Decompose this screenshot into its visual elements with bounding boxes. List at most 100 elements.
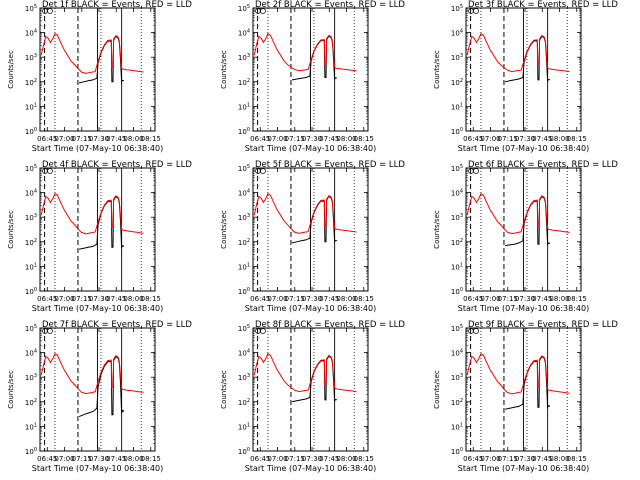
y-tick-label: 105 (451, 4, 463, 13)
top-marker-circle (260, 8, 266, 14)
x-tick-label: 07:30 (302, 295, 322, 303)
x-axis-label: Start Time (07-May-10 06:38:40) (245, 304, 376, 313)
x-tick-label: 07:00 (267, 295, 287, 303)
y-tick-label: 100 (451, 447, 463, 456)
y-axis-label: Counts/sec (433, 50, 441, 89)
y-tick-label: 101 (25, 102, 37, 111)
y-tick-label: 102 (25, 238, 37, 247)
x-tick-label: 07:15 (285, 295, 305, 303)
top-marker-circle (473, 328, 479, 334)
y-tick-label: 101 (451, 102, 463, 111)
x-tick-label: 07:15 (498, 135, 518, 143)
x-tick-label: 07:30 (89, 455, 109, 463)
y-tick-label: 100 (238, 127, 250, 136)
events-series-line (78, 355, 125, 418)
x-tick-label: 07:00 (54, 135, 74, 143)
detector-panel: Det 5f BLACK = Events, RED = LLD Counts/s… (220, 160, 405, 313)
top-marker-circle (473, 168, 479, 174)
y-axis-label: Counts/sec (7, 50, 15, 89)
lld-series-line (253, 193, 357, 234)
x-tick-label: 07:15 (72, 135, 92, 143)
y-tick-label: 103 (25, 213, 37, 222)
y-tick-label: 103 (238, 373, 250, 382)
x-tick-label: 07:30 (302, 455, 322, 463)
x-tick-label: 06:45 (250, 455, 270, 463)
y-tick-label: 105 (238, 324, 250, 333)
events-series-line (505, 195, 551, 247)
x-tick-label: 07:00 (480, 135, 500, 143)
y-tick-label: 103 (451, 373, 463, 382)
y-tick-label: 100 (451, 287, 463, 296)
y-tick-label: 101 (238, 102, 250, 111)
x-axis-label: Start Time (07-May-10 06:38:40) (458, 464, 589, 473)
y-axis-label: Counts/sec (7, 370, 15, 409)
x-tick-label: 06:45 (463, 295, 483, 303)
panel-title: Det 6f BLACK = Events, RED = LLD (468, 160, 618, 170)
x-tick-label: 07:00 (267, 455, 287, 463)
y-tick-label: 104 (25, 349, 37, 358)
y-axis-label: Counts/sec (433, 370, 441, 409)
events-series-line (78, 195, 125, 250)
y-tick-label: 100 (451, 127, 463, 136)
y-tick-label: 105 (238, 164, 250, 173)
detector-panel: Det 7f BLACK = Events, RED = LLD Counts/s… (7, 320, 192, 473)
x-tick-label: 08:15 (354, 455, 374, 463)
lld-series-line (466, 33, 570, 73)
x-tick-label: 06:45 (463, 455, 483, 463)
x-tick-label: 06:45 (250, 295, 270, 303)
lld-series-line (40, 192, 144, 235)
x-tick-label: 06:45 (37, 135, 57, 143)
y-tick-label: 104 (25, 189, 37, 198)
x-tick-label: 07:00 (54, 455, 74, 463)
x-tick-label: 07:45 (532, 455, 552, 463)
x-tick-label: 07:00 (54, 295, 74, 303)
x-axis-label: Start Time (07-May-10 06:38:40) (245, 464, 376, 473)
x-tick-label: 06:45 (250, 135, 270, 143)
panel-title: Det 4f BLACK = Events, RED = LLD (42, 160, 192, 170)
panel-title: Det 1f BLACK = Events, RED = LLD (42, 0, 192, 10)
x-tick-label: 08:15 (567, 455, 587, 463)
x-tick-label: 07:45 (106, 455, 126, 463)
y-axis-label: Counts/sec (220, 370, 228, 409)
x-tick-label: 07:30 (89, 295, 109, 303)
top-marker-circle (260, 168, 266, 174)
x-tick-label: 08:15 (354, 295, 374, 303)
y-tick-label: 103 (25, 53, 37, 62)
y-tick-label: 104 (238, 349, 250, 358)
y-tick-label: 104 (238, 29, 250, 38)
x-tick-label: 07:15 (498, 455, 518, 463)
lld-series-line (253, 353, 357, 393)
x-tick-label: 06:45 (37, 455, 57, 463)
x-tick-label: 07:45 (106, 295, 126, 303)
x-tick-label: 08:00 (336, 135, 356, 143)
y-tick-label: 101 (451, 422, 463, 431)
x-axis-label: Start Time (07-May-10 06:38:40) (32, 464, 163, 473)
x-axis-label: Start Time (07-May-10 06:38:40) (458, 304, 589, 313)
y-tick-label: 104 (25, 29, 37, 38)
x-tick-label: 08:00 (549, 295, 569, 303)
x-tick-label: 08:15 (141, 295, 161, 303)
x-tick-label: 07:45 (532, 135, 552, 143)
y-tick-label: 103 (238, 213, 250, 222)
y-tick-label: 103 (238, 53, 250, 62)
x-axis-label: Start Time (07-May-10 06:38:40) (245, 144, 376, 153)
panel-title: Det 5f BLACK = Events, RED = LLD (255, 160, 405, 170)
x-tick-label: 07:30 (515, 135, 535, 143)
y-tick-label: 100 (238, 447, 250, 456)
x-tick-label: 07:15 (72, 455, 92, 463)
x-tick-label: 08:00 (336, 295, 356, 303)
x-tick-label: 08:00 (123, 295, 143, 303)
y-tick-label: 101 (25, 262, 37, 271)
x-tick-label: 07:30 (515, 295, 535, 303)
x-tick-label: 07:45 (319, 295, 339, 303)
x-tick-label: 07:00 (267, 135, 287, 143)
x-tick-label: 07:00 (480, 455, 500, 463)
y-tick-label: 100 (238, 287, 250, 296)
top-marker-circle (47, 8, 53, 14)
detector-panel: Det 3f BLACK = Events, RED = LLD Counts/s… (433, 0, 618, 153)
x-tick-label: 08:15 (141, 455, 161, 463)
x-tick-label: 08:00 (549, 455, 569, 463)
panel-title: Det 8f BLACK = Events, RED = LLD (255, 320, 405, 330)
x-tick-label: 07:45 (106, 135, 126, 143)
y-tick-label: 104 (238, 189, 250, 198)
